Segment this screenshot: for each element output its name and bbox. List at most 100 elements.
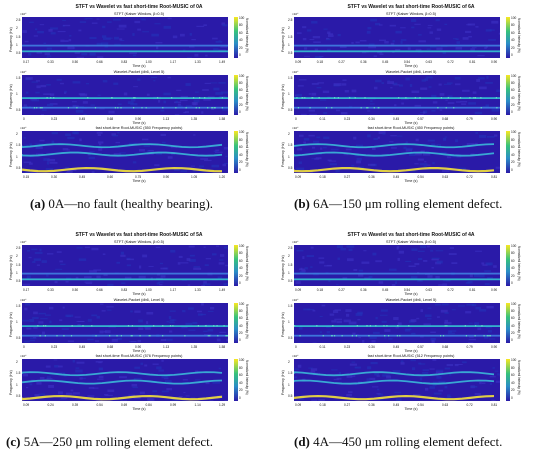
heatmap-cell <box>47 378 53 379</box>
impulse-mark <box>199 97 200 99</box>
heatmap-cell <box>346 314 349 317</box>
heatmap-cell <box>133 86 138 87</box>
heatmap-cell <box>485 82 493 84</box>
heatmap-cell <box>208 329 214 332</box>
caption-a: (a) 0A—no fault (healthy bearing). <box>30 196 213 212</box>
subplot-title: fast short-time Root-MUSIC (512 Frequenc… <box>280 354 542 358</box>
heatmap-cell <box>390 135 397 136</box>
colorbar-title: Normalized Intensity (%) <box>245 132 249 167</box>
colorbar-tick-label: 0 <box>511 110 513 114</box>
heatmap-cell <box>146 321 148 324</box>
heatmap-cell <box>158 369 164 371</box>
heatmap-cell <box>297 250 304 252</box>
impulse-mark <box>480 97 481 99</box>
spectral-band <box>294 325 500 327</box>
heatmap-cell <box>305 267 308 269</box>
heatmap-cell <box>142 31 149 32</box>
y-tick-label: 1 <box>16 271 18 275</box>
figure-title: STFT vs Wavelet vs fast short-time Root-… <box>280 232 542 238</box>
y-tick-label: 0.5 <box>288 394 292 398</box>
heatmap-cell <box>102 310 106 311</box>
heatmap-cell <box>29 319 34 322</box>
y-tick-label: 1 <box>288 320 290 324</box>
colorbar <box>506 359 510 401</box>
heatmap-cell <box>299 161 302 164</box>
impulse-mark <box>209 335 210 337</box>
heatmap-cell <box>205 55 207 57</box>
heatmap-cell <box>294 369 299 370</box>
heatmap-cell <box>175 114 180 115</box>
heatmap-cell <box>411 248 417 251</box>
impulse-mark <box>355 97 356 99</box>
heatmap-cell <box>54 359 58 360</box>
y-tick-label: 1 <box>288 155 290 159</box>
spectral-band <box>22 97 228 99</box>
chart-panel-a: STFT vs Wavelet vs fast short-time Root-… <box>8 4 270 203</box>
heatmap-cell <box>406 78 410 81</box>
heatmap-cell <box>36 382 41 385</box>
heatmap-cell <box>169 322 175 323</box>
heatmap-cell <box>46 84 51 86</box>
heatmap-cell <box>470 274 473 277</box>
heatmap-cell <box>215 152 223 153</box>
impulse-mark <box>465 325 466 327</box>
heatmap-cell <box>127 265 131 267</box>
axis-exponent: ×10⁴ <box>20 126 26 130</box>
heatmap-plot <box>22 17 228 58</box>
heatmap-cell <box>375 260 382 262</box>
colorbar-tick-label: 80 <box>511 81 515 85</box>
colorbar-tick-label: 100 <box>511 130 516 134</box>
impulse-mark <box>374 107 375 109</box>
heatmap-cell <box>469 323 473 324</box>
colorbar-tick-label: 100 <box>239 244 244 248</box>
impulse-mark <box>211 107 212 109</box>
heatmap-cell <box>482 264 487 266</box>
heatmap-cell <box>66 393 72 395</box>
heatmap-cell <box>213 88 219 91</box>
y-tick-label: 0.5 <box>288 51 292 55</box>
heatmap-cell <box>440 93 445 96</box>
spectral-band <box>22 50 228 52</box>
y-axis-title: Frequency (Hz) <box>9 370 13 395</box>
heatmap-cell <box>24 145 29 146</box>
heatmap-cell <box>120 255 125 257</box>
heatmap-cell <box>196 26 204 27</box>
heatmap-cell <box>33 312 38 315</box>
heatmap-cell <box>107 21 112 23</box>
heatmap-cell <box>374 55 377 57</box>
heatmap-cell <box>89 270 97 272</box>
heatmap-cell <box>414 263 419 265</box>
heatmap-cell <box>474 322 479 325</box>
heatmap-cell <box>475 26 478 27</box>
spectral-band <box>294 278 500 280</box>
impulse-mark <box>170 325 171 327</box>
heatmap-cell <box>409 266 416 267</box>
heatmap-cell <box>96 276 100 278</box>
y-tick-label: 1.5 <box>16 76 20 80</box>
heatmap-cell <box>197 311 202 312</box>
heatmap-cell <box>487 136 495 138</box>
heatmap-cell <box>195 379 200 380</box>
impulse-mark <box>460 97 461 99</box>
heatmap-cell <box>444 24 447 25</box>
heatmap-cell <box>406 141 408 143</box>
y-tick-label: 1 <box>16 43 18 47</box>
heatmap-cell <box>352 90 357 93</box>
x-axis-title: Time (s) <box>8 292 270 296</box>
impulse-mark <box>356 335 357 337</box>
y-tick-label: 1.5 <box>288 35 292 39</box>
heatmap-cell <box>418 40 425 42</box>
heatmap-cell <box>48 29 52 32</box>
heatmap-cell <box>97 56 103 58</box>
axis-exponent: ×10⁴ <box>292 70 298 74</box>
heatmap-cell <box>373 138 378 140</box>
heatmap-cell <box>346 149 352 151</box>
colorbar-title: Normalized Intensity (%) <box>517 132 521 167</box>
heatmap-cell <box>79 258 86 261</box>
heatmap-cell <box>35 92 39 94</box>
impulse-mark <box>453 107 454 109</box>
colorbar-tick-label: 80 <box>511 138 515 142</box>
x-axis-title: Time (s) <box>280 179 542 183</box>
y-tick-label: 2.5 <box>288 18 292 22</box>
heatmap-cell <box>89 157 95 159</box>
